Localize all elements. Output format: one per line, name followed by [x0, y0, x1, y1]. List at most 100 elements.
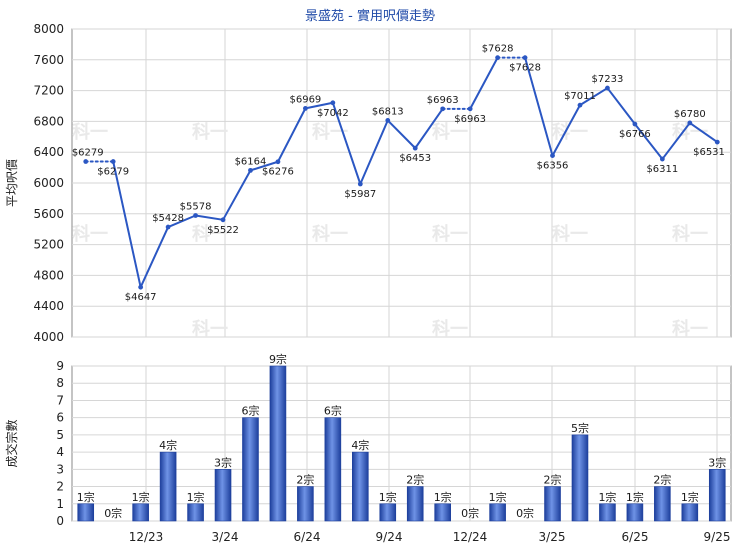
price-data-label: $7628: [482, 44, 514, 55]
volume-data-label: 9宗: [269, 352, 287, 366]
price-line-segment: [194, 214, 225, 221]
price-line-segment: [112, 160, 142, 289]
volume-data-label: 0宗: [461, 506, 479, 520]
x-tick-label: 6/25: [622, 530, 649, 544]
price-point: [110, 159, 116, 164]
price-point: [495, 55, 501, 61]
price-point: [714, 139, 720, 145]
price-point: [330, 100, 336, 106]
volume-ytick-label: 1: [56, 497, 64, 511]
price-data-label: $7233: [592, 74, 624, 85]
price-line-segment: [359, 119, 389, 186]
volume-bar: [352, 451, 369, 522]
watermark-text: 科一: [552, 121, 588, 143]
price-point: [302, 105, 308, 111]
price-point: [659, 156, 665, 162]
price-point: [193, 213, 198, 218]
price-line-segment: [551, 104, 581, 157]
volume-data-label: 1宗: [187, 490, 205, 504]
price-y-axis-label: 平均呎價: [5, 159, 19, 207]
volume-bar: [159, 451, 177, 522]
price-data-label: $6813: [372, 106, 404, 117]
price-data-label: $6780: [674, 109, 706, 120]
price-data-label: $6279: [72, 148, 104, 159]
volume-plot-area: [71, 365, 732, 522]
x-tick-label: 12/24: [453, 530, 488, 544]
volume-bar: [571, 434, 589, 522]
volume-data-label: 1宗: [626, 490, 644, 504]
x-tick-label: 3/25: [539, 530, 566, 544]
price-line-segment: [524, 56, 554, 157]
price-ytick-label: 5200: [33, 238, 64, 252]
volume-ytick-label: 3: [56, 462, 64, 476]
price-ytick-label: 4400: [33, 299, 64, 313]
price-ytick-label: 7200: [33, 84, 64, 98]
price-ytick-label: 6000: [33, 176, 64, 190]
volume-bar: [297, 486, 314, 522]
x-tick-label: 6/24: [294, 530, 321, 544]
price-ytick-label: 6800: [33, 114, 64, 128]
price-line-segment: [688, 121, 719, 144]
price-data-label: $7011: [564, 91, 596, 102]
price-ytick-label: 7600: [33, 53, 64, 67]
watermark-text: 科一: [432, 318, 468, 340]
price-point: [522, 55, 528, 61]
price-line-segment: [249, 160, 279, 172]
price-point: [220, 217, 226, 223]
price-chart: 4000 4400 4800 5200 5600 6000 6400 6800 7200 7600…: [5, 22, 732, 447]
volume-data-label: 6宗: [324, 404, 342, 418]
watermark-text: 科一: [672, 318, 708, 340]
watermark-text: 科一: [432, 223, 468, 245]
watermark-text: 科一: [72, 121, 108, 143]
price-line-segment: [304, 101, 334, 110]
watermark-text: 科一: [552, 223, 588, 245]
price-data-label: $6276: [262, 167, 294, 178]
watermark-text: 科一: [312, 121, 348, 143]
volume-bar: [379, 503, 397, 522]
price-ytick-label: 4000: [33, 330, 64, 344]
watermark-text: 科一: [432, 121, 468, 143]
volume-data-label: 1宗: [132, 490, 150, 504]
price-data-label: $6453: [399, 153, 431, 164]
volume-data-label: 2宗: [653, 473, 671, 487]
volume-data-label: 2宗: [296, 473, 314, 487]
volume-data-label: 1宗: [681, 490, 699, 504]
x-tick-label: 3/24: [212, 530, 239, 544]
watermark-text: 科一: [312, 223, 348, 245]
price-point: [385, 117, 391, 123]
price-data-label: $7628: [509, 63, 541, 74]
volume-data-label: 1宗: [434, 490, 452, 504]
volume-bar: [654, 486, 671, 522]
price-point: [248, 167, 253, 173]
price-point: [165, 224, 171, 230]
price-line-segment: [633, 123, 664, 161]
volume-bar: [434, 503, 451, 522]
volume-bar: [214, 469, 232, 522]
price-data-label: $6531: [693, 147, 725, 158]
x-tick-label: 9/24: [376, 530, 403, 544]
volume-chart: 0 1 2 3 4 5 6 7 8 9 12/23 3/24 6/24 9/24 12/24 3/25 6/25…: [4, 352, 732, 544]
volume-ytick-label: 6: [56, 411, 64, 425]
price-line-segment: [414, 107, 444, 150]
volume-bar: [406, 486, 424, 522]
price-line-segment: [167, 214, 197, 229]
price-point: [577, 102, 583, 108]
volume-data-label: 1宗: [489, 490, 507, 504]
price-point: [357, 181, 363, 187]
volume-data-label: 5宗: [571, 421, 589, 435]
volume-bar: [599, 503, 616, 522]
volume-ytick-label: 7: [56, 393, 64, 407]
volume-ytick-label: 5: [56, 428, 64, 442]
price-ytick-label: 6400: [33, 145, 64, 159]
watermark-text: 科一: [672, 121, 708, 143]
volume-bar: [269, 365, 287, 522]
volume-ytick-label: 0: [56, 514, 64, 528]
price-point: [83, 159, 89, 164]
price-data-label: $6963: [454, 114, 486, 125]
price-ytick-label: 8000: [33, 22, 64, 36]
price-data-label: $4647: [125, 292, 157, 303]
price-line-segment: [276, 107, 307, 163]
price-data-label: $6963: [427, 95, 459, 106]
